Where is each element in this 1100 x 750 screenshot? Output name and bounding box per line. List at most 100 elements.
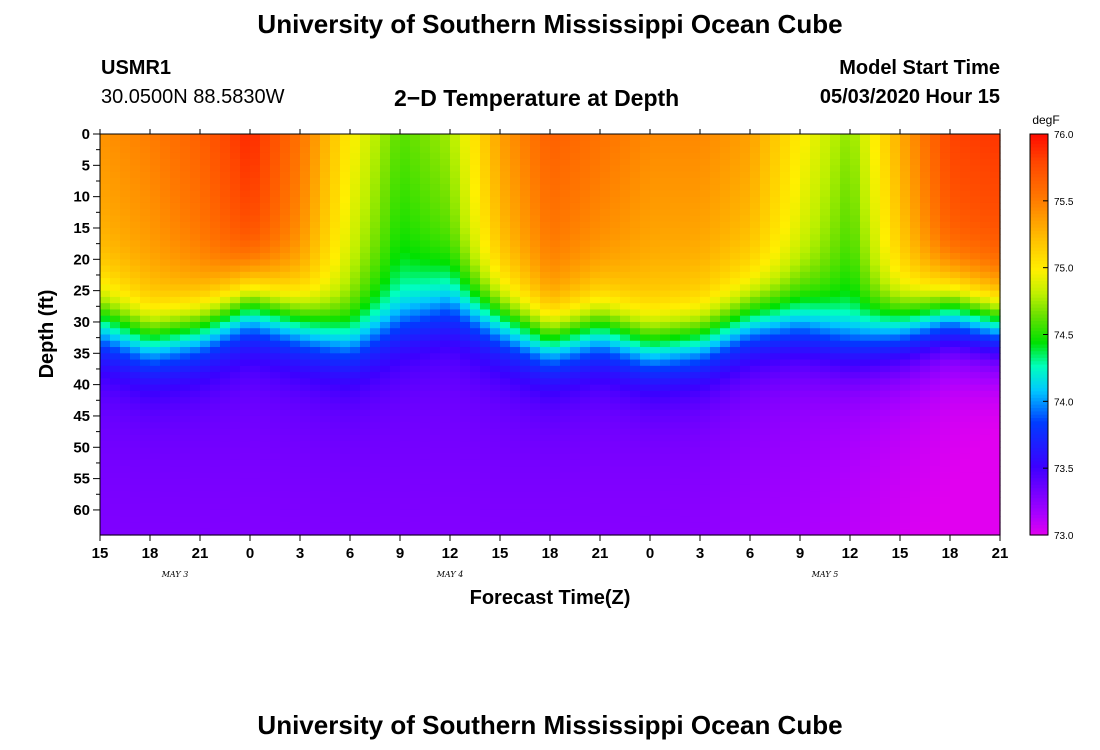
heat-cell [280,246,291,254]
heat-cell [580,171,591,179]
heat-cell [460,227,471,235]
heat-cell [150,403,161,411]
heat-cell [340,453,351,461]
heat-cell [510,284,521,292]
heat-cell [360,221,371,229]
heat-cell [340,140,351,148]
heat-cell [180,290,191,298]
heat-cell [610,484,621,492]
heat-cell [150,409,161,417]
heat-cell [830,202,841,210]
heat-cell [660,353,671,361]
heat-cell [420,303,431,311]
heat-cell [330,372,341,379]
heat-cell [330,271,341,279]
heat-cell [410,372,421,379]
heat-cell [140,390,151,398]
heat-cell [450,227,461,235]
heat-cell [540,528,551,536]
heat-cell [770,334,781,342]
heat-cell [450,140,461,148]
heat-cell [470,403,481,411]
heat-cell [820,159,831,166]
heat-cell [770,353,781,361]
heat-cell [710,265,721,273]
heat-cell [510,441,521,448]
heat-cell [420,196,431,204]
heat-cell [290,372,301,379]
heat-cell [840,271,851,279]
heat-cell [270,278,281,285]
heat-cell [170,522,181,530]
heat-cell [810,403,821,411]
heat-cell [770,140,781,148]
heat-cell [770,227,781,235]
heat-cell [600,234,611,242]
heat-cell [790,503,801,511]
heat-cell [750,146,761,154]
heat-cell [250,227,261,235]
heat-cell [400,265,411,273]
heat-cell [720,353,731,361]
heat-cell [410,290,421,298]
heat-cell [840,177,851,185]
heat-cell [410,415,421,423]
heat-cell [340,340,351,348]
heat-cell [690,484,701,492]
heat-cell [500,528,511,536]
heat-cell [700,159,711,166]
heat-cell [730,441,741,448]
heat-cell [390,240,401,248]
heat-cell [720,265,731,273]
heat-cell [640,328,651,336]
heat-cell [660,384,671,392]
heat-cell [380,509,391,517]
heat-cell [860,334,871,342]
heat-cell [650,397,661,405]
heat-cell [320,397,331,405]
heat-cell [790,227,801,235]
heat-cell [340,516,351,524]
heat-cell [640,472,651,480]
heat-cell [110,321,121,329]
heat-cell [220,491,231,499]
heat-cell [190,328,201,336]
heat-cell [630,265,641,273]
heat-cell [640,503,651,511]
heat-cell [170,134,181,141]
heat-cell [360,441,371,448]
heat-cell [610,184,621,191]
heat-cell [280,365,291,373]
heat-cell [660,165,671,173]
heat-cell [260,372,271,379]
heat-cell [150,177,161,185]
page-title-top: University of Southern Mississippi Ocean… [257,9,843,39]
heat-cell [610,152,621,160]
heat-cell [490,271,501,279]
heat-cell [370,315,381,323]
heat-cell [550,397,561,405]
heat-cell [780,240,791,248]
heat-cell [120,296,131,304]
heat-cell [830,253,841,260]
heat-cell [540,271,551,279]
heat-cell [100,303,111,311]
heat-cell [170,315,181,323]
heat-cell [370,359,381,367]
heat-cell [750,390,761,398]
heat-cell [780,246,791,254]
heat-cell [700,453,711,461]
heat-cell [120,491,131,499]
heat-cell [710,347,721,354]
heat-cell [770,491,781,499]
heat-cell [870,503,881,511]
heat-cell [660,190,671,198]
heat-cell [640,359,651,367]
heat-cell [420,459,431,467]
heat-cell [700,459,711,467]
heat-cell [530,259,541,267]
heat-cell [550,384,561,392]
heat-cell [740,209,751,217]
heat-cell [370,146,381,154]
heat-cell [470,284,481,292]
